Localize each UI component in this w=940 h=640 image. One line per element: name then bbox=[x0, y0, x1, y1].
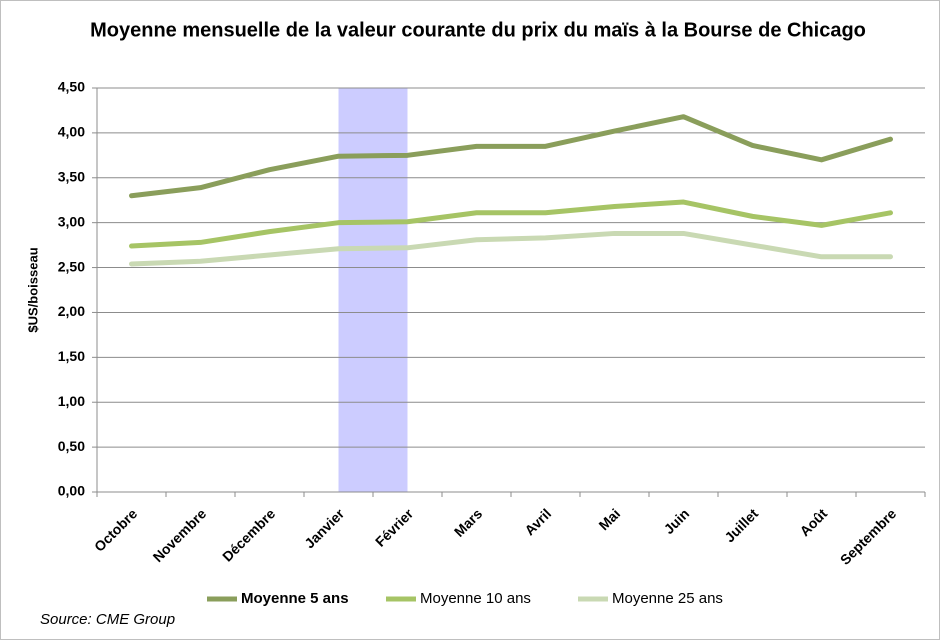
y-tick-label: 2,50 bbox=[58, 258, 85, 274]
series-line bbox=[129, 199, 893, 249]
y-tick-label: 0,50 bbox=[58, 438, 85, 454]
y-tick-label: 3,50 bbox=[58, 168, 85, 184]
chart-title: Moyenne mensuelle de la valeur courante … bbox=[90, 19, 866, 41]
y-tick-label: 1,50 bbox=[58, 348, 85, 364]
series-line bbox=[129, 230, 893, 267]
y-tick-label: 2,00 bbox=[58, 303, 85, 319]
legend-label: Moyenne 25 ans bbox=[612, 590, 723, 607]
y-tick-label: 4,00 bbox=[58, 124, 85, 140]
legend-label: Moyenne 10 ans bbox=[420, 590, 531, 607]
source-note: Source: CME Group bbox=[40, 611, 175, 628]
y-tick-label: 4,50 bbox=[58, 79, 85, 95]
legend-label: Moyenne 5 ans bbox=[241, 590, 349, 607]
y-tick-label: 3,00 bbox=[58, 213, 85, 229]
series-line bbox=[129, 114, 893, 199]
y-axis-label: $US/boisseau bbox=[25, 247, 40, 332]
y-tick-label: 1,00 bbox=[58, 393, 85, 409]
highlight-band bbox=[338, 88, 408, 492]
y-tick-label: 0,00 bbox=[58, 483, 85, 499]
